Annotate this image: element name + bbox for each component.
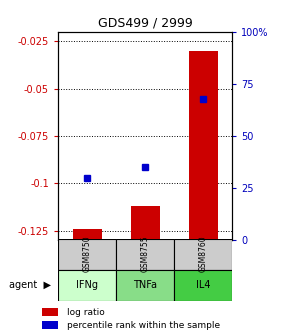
Text: GSM8760: GSM8760 bbox=[198, 236, 208, 272]
Bar bbox=[116, 239, 174, 269]
Bar bbox=[174, 269, 232, 301]
Bar bbox=[58, 239, 116, 269]
Title: GDS499 / 2999: GDS499 / 2999 bbox=[98, 16, 192, 29]
Text: GSM8755: GSM8755 bbox=[140, 236, 150, 272]
Text: agent  ▶: agent ▶ bbox=[9, 280, 51, 290]
Bar bbox=[72, 229, 102, 240]
Text: log ratio: log ratio bbox=[67, 307, 105, 317]
Bar bbox=[116, 269, 174, 301]
Text: IFNg: IFNg bbox=[76, 280, 98, 290]
Bar bbox=[174, 239, 232, 269]
Text: GSM8750: GSM8750 bbox=[82, 236, 92, 272]
Text: TNFa: TNFa bbox=[133, 280, 157, 290]
Bar bbox=[130, 206, 160, 240]
Bar bbox=[42, 308, 58, 316]
Bar bbox=[42, 321, 58, 329]
Text: IL4: IL4 bbox=[196, 280, 210, 290]
Bar bbox=[188, 51, 218, 240]
Text: percentile rank within the sample: percentile rank within the sample bbox=[67, 321, 220, 330]
Bar bbox=[58, 269, 116, 301]
